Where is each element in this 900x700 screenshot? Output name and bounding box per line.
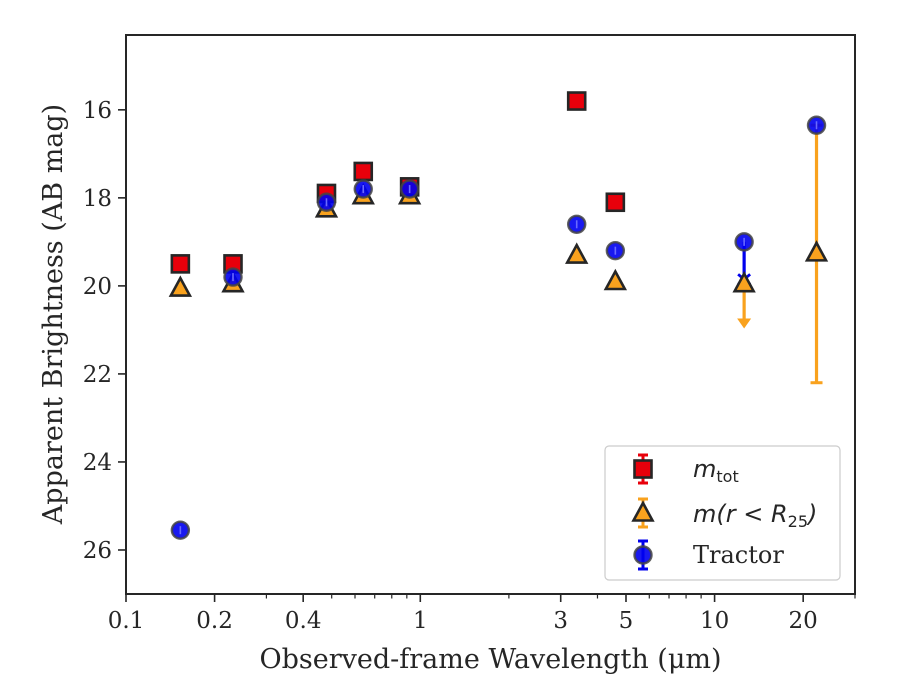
y-tick-label: 18: [83, 186, 112, 212]
y-tick-label: 16: [83, 98, 112, 124]
legend-box: [604, 445, 841, 581]
legend-tractor-marker: [633, 545, 653, 565]
legend-label-mtot: mtot: [693, 455, 739, 486]
legend-mtot-base: m: [693, 455, 716, 483]
legend-mr-suffix: ): [806, 500, 817, 528]
legend-label-mr25: m(r < R25): [693, 500, 817, 531]
mtot-point: [353, 161, 374, 182]
x-tick-label: 0.4: [285, 608, 322, 634]
mr25-point: [168, 275, 193, 297]
x-tick-label: 3: [553, 608, 568, 634]
x-tick-label: 0.1: [108, 608, 145, 634]
legend-mr-sub: 25: [788, 512, 808, 531]
legend-markers: [631, 453, 655, 571]
plot-frame: [125, 34, 856, 595]
legend: mtot m(r < R25) Tractor: [604, 445, 841, 581]
x-tick-label: 5: [619, 608, 634, 634]
y-tick-label: 26: [83, 538, 112, 564]
x-axis-label: Observed-frame Wavelength (μm): [259, 644, 721, 675]
legend-mtot-sub: tot: [716, 467, 738, 486]
mr25-limit-arrow: [737, 318, 752, 329]
axis-ticks: 0.1 0.2 0.4 1 3 5 10 20 16 18 20 22 24 26: [83, 98, 856, 634]
legend-label-tractor: Tractor: [693, 541, 784, 569]
mtot-point: [170, 254, 191, 274]
mr25-point: [603, 268, 628, 291]
x-tick-label: 20: [789, 608, 818, 634]
mtot-point: [605, 192, 626, 213]
y-tick-label: 20: [83, 274, 112, 300]
mr25-point: [565, 242, 589, 264]
y-tick-label: 24: [83, 450, 112, 476]
y-axis-label: Apparent Brightness (AB mag): [38, 104, 69, 525]
legend-mr-prefix: m(r < R: [693, 500, 788, 528]
legend-mr25-marker: [631, 500, 655, 522]
y-tick-label: 22: [83, 362, 112, 388]
plot-area: [168, 91, 829, 540]
legend-mtot-marker: [633, 459, 653, 479]
x-tick-label: 10: [700, 608, 729, 634]
mr25-point: [732, 270, 756, 293]
x-tick-label: 0.2: [196, 608, 233, 634]
mtot-point: [566, 91, 587, 111]
mr25-point: [804, 240, 829, 262]
x-tick-label: 1: [413, 608, 428, 634]
